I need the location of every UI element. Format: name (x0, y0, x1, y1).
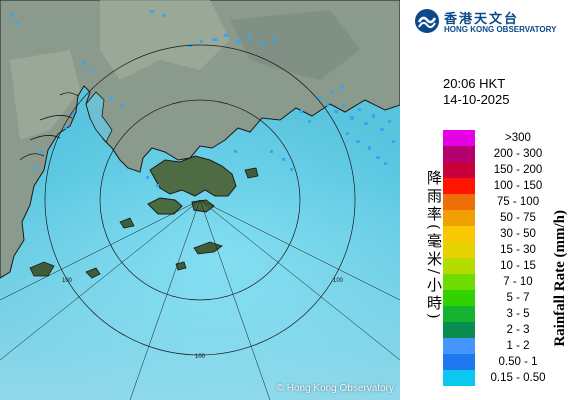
legend-swatch (443, 274, 475, 290)
legend-label: 200 - 300 (493, 148, 543, 160)
legend-row: 75 - 100 (443, 194, 553, 210)
org-name-zh: 香港天文台 (444, 12, 520, 27)
legend-row: 200 - 300 (443, 146, 553, 162)
legend-row: >300 (443, 130, 553, 146)
copyright-notice: © Hong Kong Observatory (276, 383, 394, 394)
legend-label: 5 - 7 (506, 292, 530, 304)
hko-logo-icon (415, 9, 439, 33)
rain-echoes (10, 10, 395, 187)
hong-kong-territory (149, 155, 237, 197)
pearl-river-estuary (85, 91, 113, 143)
legend-row: 30 - 50 (443, 226, 553, 242)
legend-label: 15 - 30 (500, 244, 536, 256)
radar-map: 100 100 100 © Hong Kong Observatory (0, 0, 400, 400)
legend-row: 150 - 200 (443, 162, 553, 178)
legend-swatch (443, 226, 475, 242)
island-2 (175, 261, 187, 271)
legend-label: >300 (505, 132, 531, 144)
legend-label: 75 - 100 (496, 196, 540, 208)
legend-row: 5 - 7 (443, 290, 553, 306)
legend-swatch (443, 210, 475, 226)
range-ring-label-right: 100 (333, 278, 344, 284)
island-3 (29, 261, 55, 277)
legend-swatch (443, 146, 475, 162)
legend-row: 15 - 30 (443, 242, 553, 258)
legend-label: 30 - 50 (500, 228, 536, 240)
legend-swatch (443, 338, 475, 354)
legend-row: 0.15 - 0.50 (443, 370, 553, 386)
legend-swatch (443, 194, 475, 210)
legend-swatch (443, 306, 475, 322)
legend-label: 150 - 200 (493, 164, 543, 176)
mainland-texture (100, 0, 230, 80)
island-4 (85, 267, 101, 279)
legend-swatch (443, 290, 475, 306)
observation-time: 20:06 HKT (443, 76, 506, 91)
legend-swatch (443, 370, 475, 386)
range-ring-inner (99, 99, 301, 301)
rainfall-legend: >300 200 - 300 150 - 200 100 - 150 75 - 100 5… (443, 130, 553, 386)
island-6 (244, 167, 259, 179)
legend-label: 10 - 15 (500, 260, 536, 272)
mainland-texture-3 (10, 50, 80, 140)
legend-swatch (443, 178, 475, 194)
legend-row: 3 - 5 (443, 306, 553, 322)
radar-map-canvas: 100 100 100 (0, 0, 400, 400)
legend-label: 2 - 3 (506, 324, 530, 336)
legend-label: 50 - 75 (500, 212, 536, 224)
legend-row: 50 - 75 (443, 210, 553, 226)
range-ring-outer (44, 44, 356, 356)
river-channels (19, 92, 79, 161)
legend-label: 7 - 10 (503, 276, 533, 288)
hk-island (191, 199, 215, 213)
legend-swatch (443, 130, 475, 146)
legend-row: 2 - 3 (443, 322, 553, 338)
legend-row: 1 - 2 (443, 338, 553, 354)
mainland-texture-2 (230, 10, 360, 80)
legend-title-zh: 降雨率(毫米/小時) (425, 170, 443, 322)
legend-title-en: Rainfall Rate (mm/h) (552, 210, 568, 347)
legend-label: 0.50 - 1 (498, 356, 538, 368)
radial-lines (0, 199, 400, 400)
hko-logo: 香港天文台 HONG KONG OBSERVATORY (414, 6, 574, 36)
legend-swatch (443, 242, 475, 258)
legend-row: 7 - 10 (443, 274, 553, 290)
legend-row: 10 - 15 (443, 258, 553, 274)
legend-panel: 香港天文台 HONG KONG OBSERVATORY 20:06 HKT 14… (400, 0, 577, 400)
observation-date: 14-10-2025 (443, 92, 510, 107)
legend-swatch (443, 322, 475, 338)
range-ring-label-bottom: 100 (195, 354, 206, 360)
legend-label: 100 - 150 (493, 180, 543, 192)
legend-row: 0.50 - 1 (443, 354, 553, 370)
island-5 (119, 217, 135, 229)
lantau-island (147, 197, 183, 215)
legend-swatch (443, 162, 475, 178)
legend-label: 3 - 5 (506, 308, 530, 320)
range-ring-label-left: 100 (62, 278, 73, 284)
legend-row: 100 - 150 (443, 178, 553, 194)
legend-label: 0.15 - 0.50 (490, 372, 546, 384)
legend-label: 1 - 2 (506, 340, 530, 352)
legend-swatch (443, 354, 475, 370)
island-1 (193, 241, 223, 255)
legend-swatch (443, 258, 475, 274)
org-name-en: HONG KONG OBSERVATORY (444, 25, 557, 34)
